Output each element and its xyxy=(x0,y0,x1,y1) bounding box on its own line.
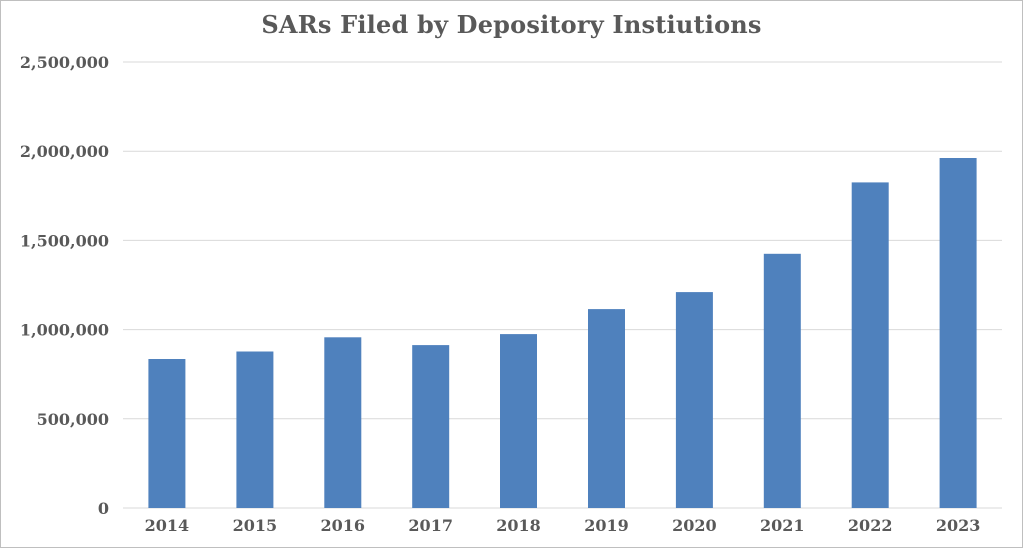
y-tick-label: 0 xyxy=(98,499,109,518)
bar-2014 xyxy=(148,359,186,508)
bar-2023 xyxy=(939,158,977,508)
bar-2016 xyxy=(324,337,362,508)
bar-2022 xyxy=(851,182,889,508)
bar-2018 xyxy=(500,334,537,508)
y-tick-label: 2,000,000 xyxy=(20,142,109,161)
bar-2021 xyxy=(763,253,801,508)
y-tick-label: 500,000 xyxy=(37,410,109,429)
bar-2015 xyxy=(236,351,274,508)
x-tick-label: 2022 xyxy=(848,516,893,535)
x-tick-label: 2014 xyxy=(145,516,190,535)
x-tick-label: 2017 xyxy=(408,516,453,535)
bar-2020 xyxy=(675,292,713,508)
x-tick-label: 2015 xyxy=(233,516,278,535)
y-tick-label: 1,500,000 xyxy=(20,231,109,250)
x-tick-label: 2019 xyxy=(584,516,629,535)
bar-2019 xyxy=(588,309,625,508)
x-tick-label: 2021 xyxy=(760,516,805,535)
y-tick-label: 2,500,000 xyxy=(20,53,109,72)
x-tick-label: 2016 xyxy=(321,516,366,535)
x-tick-label: 2018 xyxy=(496,516,541,535)
chart-title: SARs Filed by Depository Instiutions xyxy=(261,10,762,39)
y-tick-label: 1,000,000 xyxy=(20,321,109,340)
x-tick-label: 2023 xyxy=(936,516,981,535)
x-tick-label: 2020 xyxy=(672,516,717,535)
bar-2017 xyxy=(412,345,450,508)
